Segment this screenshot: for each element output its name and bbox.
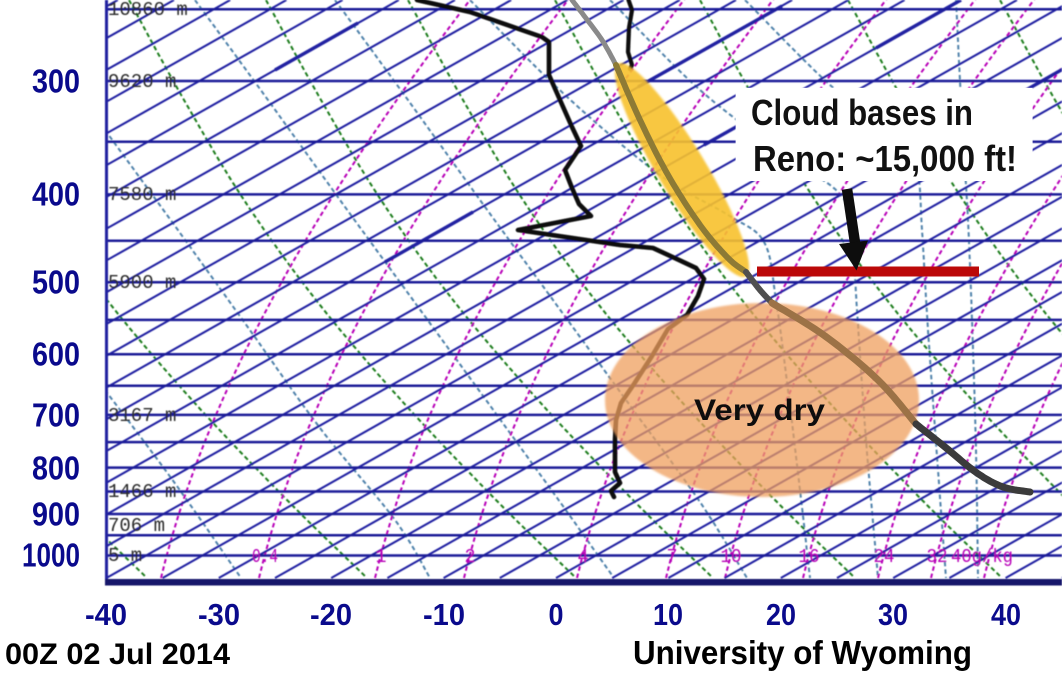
svg-text:10860 m: 10860 m — [108, 0, 188, 21]
svg-text:5 m: 5 m — [108, 545, 142, 567]
svg-text:10: 10 — [653, 597, 683, 632]
svg-text:40g/kg: 40g/kg — [951, 546, 1013, 568]
svg-text:24: 24 — [874, 546, 895, 568]
svg-text:University of Wyoming: University of Wyoming — [633, 634, 972, 671]
svg-text:600: 600 — [32, 336, 80, 373]
svg-text:300: 300 — [32, 63, 80, 100]
svg-text:1: 1 — [376, 546, 387, 568]
svg-text:-20: -20 — [310, 597, 352, 632]
svg-text:Cloud bases in: Cloud bases in — [751, 92, 973, 133]
svg-text:0: 0 — [549, 597, 564, 632]
svg-text:500: 500 — [32, 264, 80, 301]
svg-text:800: 800 — [32, 450, 80, 487]
svg-text:-10: -10 — [423, 597, 465, 632]
svg-text:5900 m: 5900 m — [108, 272, 176, 294]
svg-text:3167 m: 3167 m — [108, 405, 176, 427]
svg-text:40: 40 — [991, 597, 1021, 632]
svg-text:Reno: ~15,000 ft!: Reno: ~15,000 ft! — [753, 138, 1017, 179]
svg-text:10: 10 — [721, 546, 742, 568]
svg-text:20: 20 — [766, 597, 796, 632]
svg-text:30: 30 — [878, 597, 908, 632]
svg-text:400: 400 — [32, 176, 80, 213]
svg-text:00Z 02 Jul 2014: 00Z 02 Jul 2014 — [5, 638, 230, 671]
svg-text:2: 2 — [465, 546, 476, 568]
svg-text:0.4: 0.4 — [252, 546, 278, 568]
svg-text:-40: -40 — [85, 597, 127, 632]
svg-text:4: 4 — [578, 546, 589, 568]
svg-text:706 m: 706 m — [108, 515, 165, 537]
svg-text:700: 700 — [32, 397, 80, 434]
svg-text:7: 7 — [667, 546, 678, 568]
svg-text:9620 m: 9620 m — [108, 71, 176, 93]
svg-text:7580 m: 7580 m — [108, 184, 176, 206]
svg-text:16: 16 — [799, 546, 820, 568]
svg-text:900: 900 — [32, 496, 80, 533]
svg-text:-30: -30 — [198, 597, 240, 632]
svg-text:1000: 1000 — [22, 537, 80, 574]
svg-text:32: 32 — [927, 546, 948, 568]
svg-text:1466 m: 1466 m — [108, 481, 176, 503]
svg-text:Very dry: Very dry — [694, 394, 825, 427]
